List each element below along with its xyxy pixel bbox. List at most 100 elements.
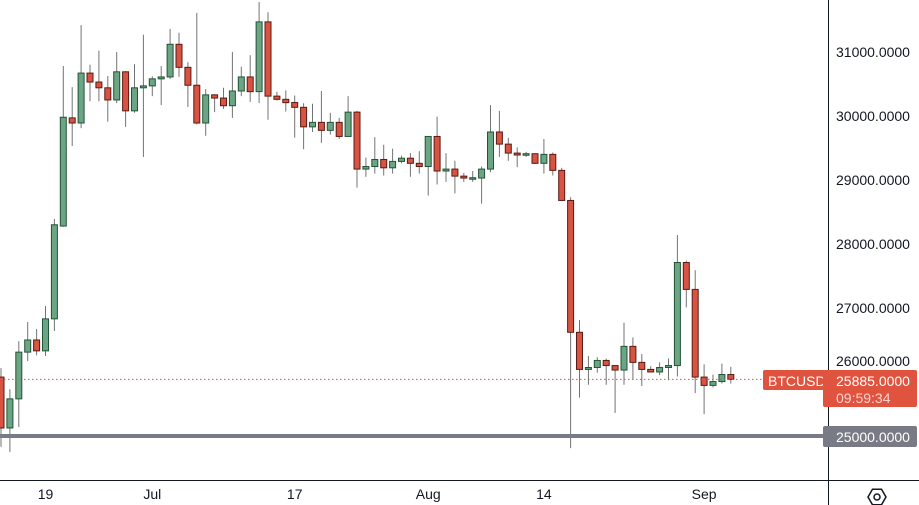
candle-body-down xyxy=(415,162,423,168)
candle-body-up xyxy=(709,381,717,386)
candle-body-down xyxy=(531,153,539,164)
candle xyxy=(584,355,592,385)
candle xyxy=(24,322,32,362)
candle-body-down xyxy=(504,143,512,154)
candle-body-up xyxy=(15,351,23,400)
candle-body-up xyxy=(540,153,548,164)
candle xyxy=(237,66,245,97)
candle xyxy=(86,64,94,102)
candle-body-down xyxy=(682,262,690,290)
last-price-label: 25885.0000 09:59:34 xyxy=(823,370,917,407)
candle xyxy=(50,219,58,332)
candle xyxy=(593,357,601,373)
x-tick-label: 14 xyxy=(536,486,552,502)
candle xyxy=(264,12,272,120)
candle xyxy=(59,66,67,227)
candle-body-up xyxy=(362,166,370,170)
candle-body-down xyxy=(246,76,254,93)
candle xyxy=(647,366,655,373)
candle-body-up xyxy=(469,177,477,180)
level-price-label: 25000.0000 xyxy=(823,426,917,447)
candle-body-up xyxy=(77,72,85,124)
candle-body-up xyxy=(389,160,397,169)
candle-body-down xyxy=(33,339,41,352)
candle xyxy=(406,153,414,177)
candle xyxy=(513,147,521,168)
candle xyxy=(0,368,5,447)
candle xyxy=(166,28,174,79)
time-axis[interactable]: 19 Jul 17 Aug 14 Sep xyxy=(38,486,717,502)
candle-body-down xyxy=(647,368,655,373)
x-tick-label: Sep xyxy=(692,486,717,502)
candle-body-down xyxy=(104,87,112,101)
candle xyxy=(291,95,299,138)
candle-body-up xyxy=(478,168,486,179)
candle-body-up xyxy=(131,87,138,112)
candle xyxy=(228,51,236,118)
candle xyxy=(148,76,156,97)
candle xyxy=(682,260,690,308)
candle-body-up xyxy=(113,71,121,101)
candle-body-up xyxy=(487,131,494,170)
candle-body-down xyxy=(300,106,308,128)
candle xyxy=(6,389,14,452)
candle-body-up xyxy=(228,90,236,107)
candle xyxy=(326,112,334,135)
candle-body-up xyxy=(148,78,156,87)
candle xyxy=(673,235,681,377)
candle xyxy=(335,117,343,140)
candle xyxy=(255,2,263,104)
candle xyxy=(353,110,361,188)
candle xyxy=(362,157,370,177)
candle-body-down xyxy=(567,199,575,333)
candle-body-up xyxy=(42,318,49,352)
candle-body-down xyxy=(86,72,94,83)
candle-body-down xyxy=(184,66,192,86)
candle-body-up xyxy=(593,359,601,368)
candle-body-down xyxy=(175,43,183,68)
candle xyxy=(460,172,468,182)
candle-body-down xyxy=(460,175,468,179)
candle-body-down xyxy=(433,135,441,172)
candle-body-down xyxy=(193,84,201,124)
x-tick-label: Jul xyxy=(143,486,161,502)
candle-body-up xyxy=(344,111,352,137)
candle xyxy=(656,362,664,376)
candle xyxy=(157,66,165,106)
x-tick-label: 19 xyxy=(38,486,54,502)
candle xyxy=(558,167,566,201)
candle-body-down xyxy=(549,153,557,171)
candle xyxy=(665,358,672,381)
candle xyxy=(309,103,316,132)
candle xyxy=(576,320,583,398)
candle xyxy=(380,144,388,176)
candle-body-down xyxy=(611,365,619,371)
candle xyxy=(282,90,290,112)
candle xyxy=(122,71,130,127)
candle-body-down xyxy=(576,331,583,370)
candle-body-down xyxy=(220,97,227,107)
candle xyxy=(317,91,325,143)
candle xyxy=(727,366,735,384)
candle-body-up xyxy=(309,121,316,128)
candle xyxy=(531,153,539,164)
candle xyxy=(415,151,423,174)
countdown-text: 09:59:34 xyxy=(836,390,891,406)
candle xyxy=(371,137,379,174)
candle-body-down xyxy=(638,361,646,370)
candle-body-up xyxy=(442,168,450,172)
candle xyxy=(33,329,41,356)
candle xyxy=(620,322,628,385)
candles-layer xyxy=(0,2,735,452)
candle-body-down xyxy=(629,345,637,363)
candle-body-down xyxy=(0,376,5,429)
candle xyxy=(433,116,441,185)
candle-body-up xyxy=(371,158,379,168)
candle-body-up xyxy=(656,366,664,373)
candle-body-up xyxy=(237,76,245,92)
gear-icon[interactable] xyxy=(867,488,887,505)
candle-body-down xyxy=(495,131,503,145)
candle xyxy=(398,155,405,164)
candle xyxy=(709,374,717,388)
